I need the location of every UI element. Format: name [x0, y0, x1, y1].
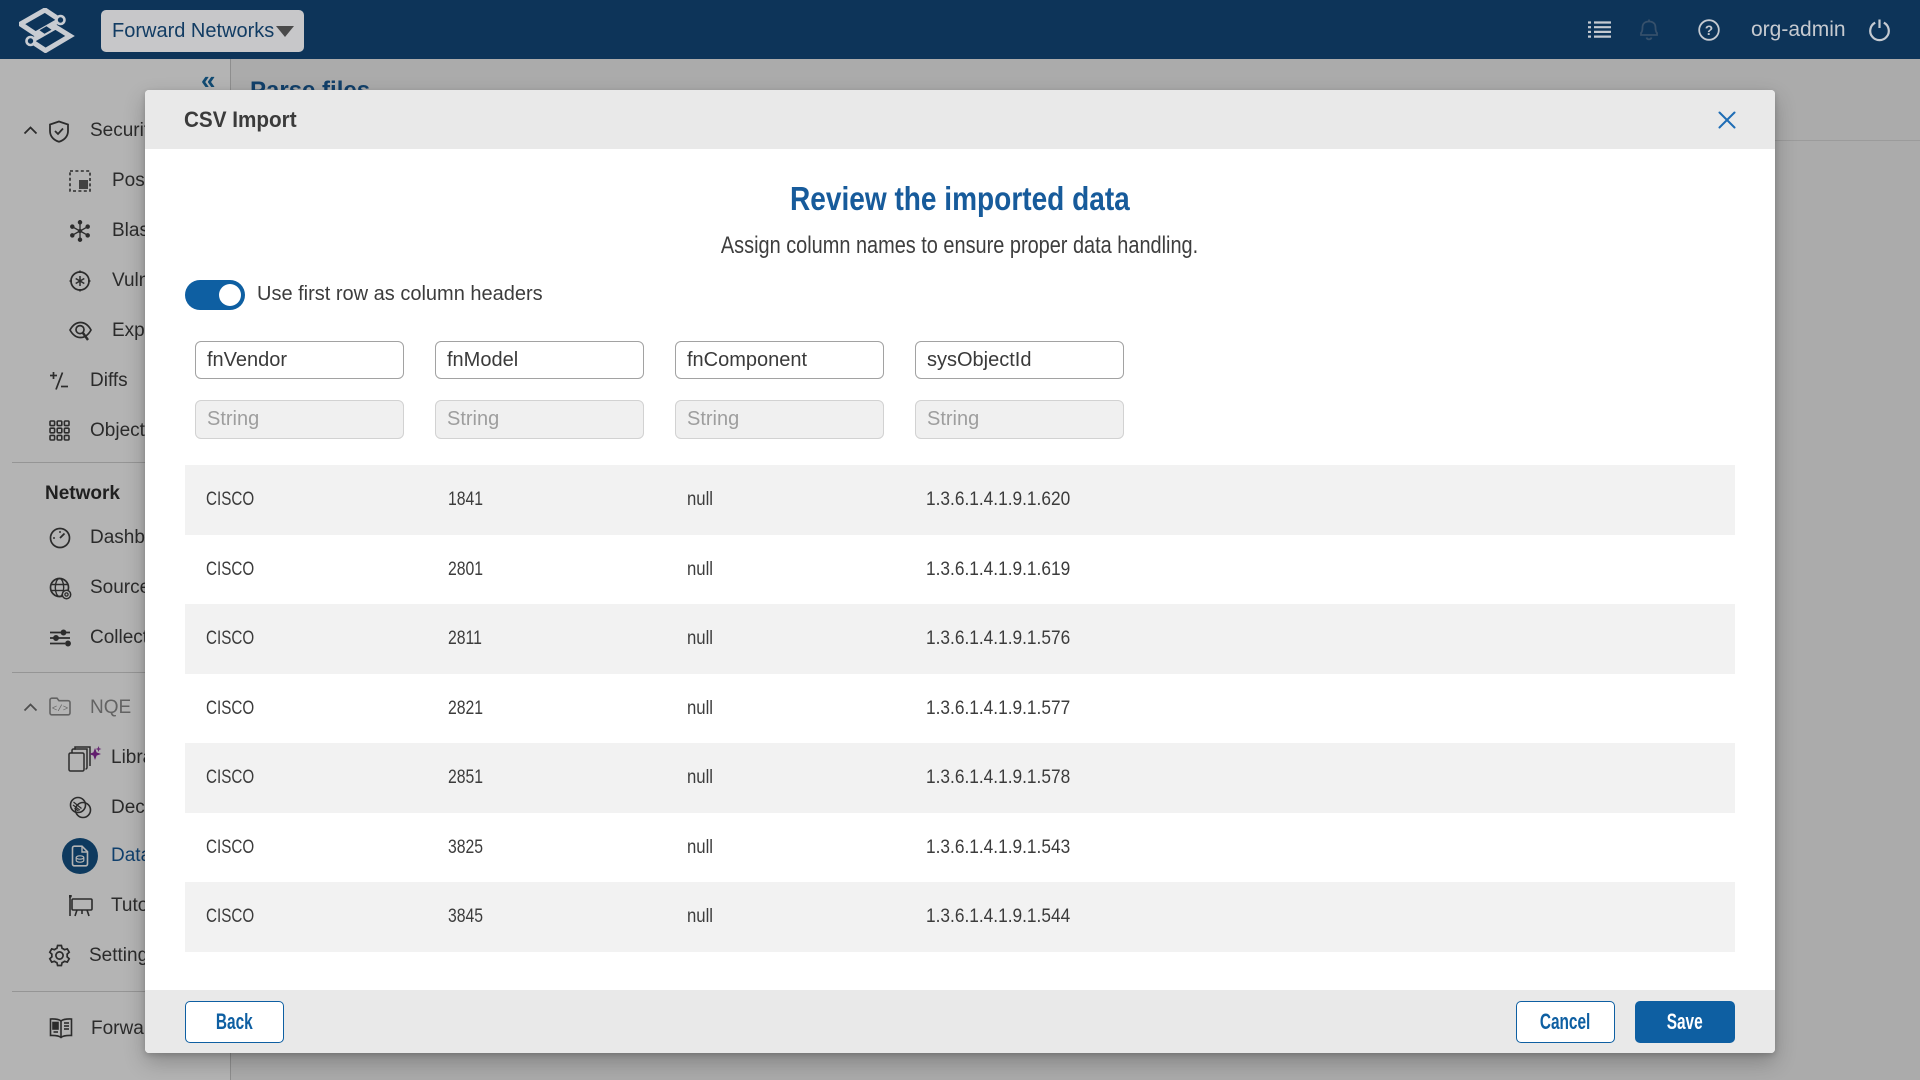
svg-text:</>: </> [52, 704, 68, 714]
svg-text:?: ? [1705, 23, 1713, 38]
